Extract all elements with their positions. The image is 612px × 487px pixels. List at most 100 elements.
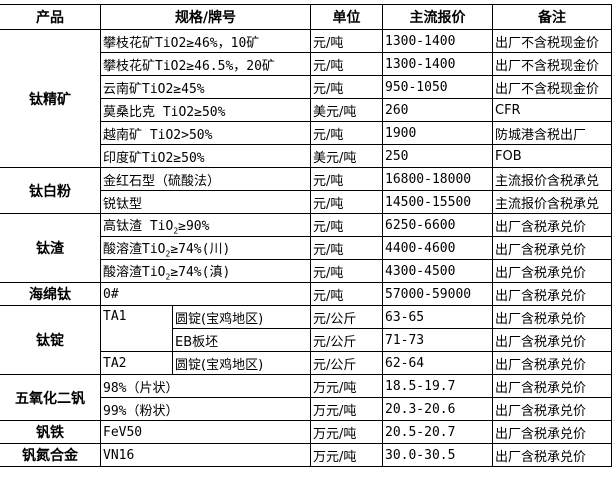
spec-text: ≥74%(滇) <box>170 264 231 280</box>
spec-cell: 锐钛型 <box>100 190 311 214</box>
form-cell: 圆锭(宝鸡地区) <box>172 305 311 329</box>
spec-cell: 云南矿TiO2≥45% <box>100 75 311 99</box>
table-row: 五氧化二钒 98%（片状） 万元/吨 18.5-19.7 出厂含税承兑价 <box>0 374 612 421</box>
note-cell: CFR <box>492 98 612 122</box>
note-cell: 出厂含税承兑价 <box>492 328 612 352</box>
product-cell: 钛精矿 <box>0 29 101 168</box>
unit-cell: 元/吨 <box>310 52 383 76</box>
table-row: 酸溶渣TiO2≥74%(滇) 元/吨 4300-4500 出厂含税承兑价 <box>0 259 612 283</box>
header-spec: 规格/牌号 <box>100 4 311 30</box>
unit-cell: 元/吨 <box>310 236 383 260</box>
note-cell: 主流报价含税承兑 <box>492 167 612 191</box>
note-cell: 出厂含税承兑价 <box>492 259 612 283</box>
table-row: 莫桑比克 TiO2≥50% 美元/吨 260 CFR <box>0 98 612 122</box>
unit-cell: 元/吨 <box>310 213 383 237</box>
spec-cell: FeV50 <box>100 420 311 444</box>
price-cell: 6250-6600 <box>382 213 493 237</box>
spec-cell: 0# <box>100 282 311 306</box>
note-cell: 出厂含税承兑价 <box>492 397 612 421</box>
price-cell: 4300-4500 <box>382 259 493 283</box>
table-row: 攀枝花矿TiO2≥46.5%，20矿 元/吨 1300-1400 出厂不含税现金价 <box>0 52 612 76</box>
note-cell: FOB <box>492 144 612 168</box>
spec-cell: 98%（片状） <box>100 374 311 398</box>
table-row: 锐钛型 元/吨 14500-15500 主流报价含税承兑 <box>0 190 612 214</box>
unit-cell: 元/吨 <box>310 167 383 191</box>
spec-text: 酸溶渣TiO <box>103 241 166 257</box>
product-cell: 海绵钛 <box>0 282 101 306</box>
price-cell: 20.5-20.7 <box>382 420 493 444</box>
form-cell: 圆锭(宝鸡地区) <box>172 351 311 375</box>
spec-text: ≥90% <box>178 218 210 234</box>
price-cell: 250 <box>382 144 493 168</box>
spec-text: ≥74%(川) <box>170 241 231 257</box>
note-cell: 出厂含税承兑价 <box>492 374 612 398</box>
unit-cell: 元/公斤 <box>310 351 383 375</box>
product-cell: 钛锭 <box>0 305 101 375</box>
table-row: 钛白粉 金红石型（硫酸法） 元/吨 16800-18000 主流报价含税承兑 <box>0 167 612 214</box>
unit-cell: 元/吨 <box>310 259 383 283</box>
price-cell: 63-65 <box>382 305 493 329</box>
header-unit: 单位 <box>310 4 383 30</box>
price-cell: 950-1050 <box>382 75 493 99</box>
spec-cell: 酸溶渣TiO2≥74%(滇) <box>100 259 311 283</box>
spec-cell: 高钛渣 TiO2≥90% <box>100 213 311 237</box>
unit-cell: 元/公斤 <box>310 305 383 329</box>
subscript: 2 <box>165 272 171 282</box>
price-cell: 1900 <box>382 121 493 145</box>
price-cell: 30.0-30.5 <box>382 443 493 467</box>
price-cell: 71-73 <box>382 328 493 352</box>
price-cell: 18.5-19.7 <box>382 374 493 398</box>
price-cell: 1300-1400 <box>382 29 493 53</box>
header-product: 产品 <box>0 4 101 30</box>
unit-cell: 元/吨 <box>310 29 383 53</box>
note-cell: 出厂含税承兑价 <box>492 282 612 306</box>
table-row: 印度矿TiO2≥50% 美元/吨 250 FOB <box>0 144 612 168</box>
note-cell: 出厂含税承兑价 <box>492 236 612 260</box>
product-cell: 钒氮合金 <box>0 443 101 467</box>
price-cell: 260 <box>382 98 493 122</box>
spec-cell: 攀枝花矿TiO2≥46%，10矿 <box>100 29 311 53</box>
note-cell: 出厂含税承兑价 <box>492 443 612 467</box>
table-row: 酸溶渣TiO2≥74%(川) 元/吨 4400-4600 出厂含税承兑价 <box>0 236 612 260</box>
grade-cell: TA1 <box>100 305 173 352</box>
price-cell: 57000-59000 <box>382 282 493 306</box>
table-row: 钒氮合金 VN16 万元/吨 30.0-30.5 出厂含税承兑价 <box>0 443 612 467</box>
header-note: 备注 <box>492 4 612 30</box>
spec-cell: 莫桑比克 TiO2≥50% <box>100 98 311 122</box>
unit-cell: 元/吨 <box>310 190 383 214</box>
spec-cell: 99%（粉状） <box>100 397 311 421</box>
note-cell: 出厂不含税现金价 <box>492 29 612 53</box>
price-cell: 20.3-20.6 <box>382 397 493 421</box>
price-cell: 62-64 <box>382 351 493 375</box>
product-cell: 五氧化二钒 <box>0 374 101 421</box>
note-cell: 出厂含税承兑价 <box>492 213 612 237</box>
product-cell: 钛渣 <box>0 213 101 283</box>
unit-cell: 万元/吨 <box>310 420 383 444</box>
spec-text: 高钛渣 TiO <box>103 218 174 234</box>
unit-cell: 万元/吨 <box>310 443 383 467</box>
unit-cell: 元/吨 <box>310 121 383 145</box>
spec-cell: 越南矿 TiO2>50% <box>100 121 311 145</box>
note-cell: 出厂含税承兑价 <box>492 351 612 375</box>
header-price: 主流报价 <box>382 4 493 30</box>
product-cell: 钒铁 <box>0 420 101 444</box>
table-row: TA2 圆锭(宝鸡地区) 元/公斤 62-64 出厂含税承兑价 <box>0 351 612 375</box>
form-cell: EB板坯 <box>172 328 311 352</box>
grade-cell: TA2 <box>100 351 173 375</box>
table-row: 钛锭 TA1 圆锭(宝鸡地区) 元/公斤 63-65 出厂含税承兑价 <box>0 305 612 375</box>
unit-cell: 元/吨 <box>310 75 383 99</box>
header-row: 产品 规格/牌号 单位 主流报价 备注 <box>0 4 612 30</box>
product-cell: 钛白粉 <box>0 167 101 214</box>
unit-cell: 万元/吨 <box>310 397 383 421</box>
subscript: 2 <box>165 249 171 259</box>
table-row: 海绵钛 0# 元/吨 57000-59000 出厂含税承兑价 <box>0 282 612 306</box>
unit-cell: 万元/吨 <box>310 374 383 398</box>
note-cell: 出厂含税承兑价 <box>492 305 612 329</box>
unit-cell: 美元/吨 <box>310 98 383 122</box>
note-cell: 出厂不含税现金价 <box>492 52 612 76</box>
note-cell: 主流报价含税承兑 <box>492 190 612 214</box>
spec-cell: 金红石型（硫酸法） <box>100 167 311 191</box>
table-row: 钒铁 FeV50 万元/吨 20.5-20.7 出厂含税承兑价 <box>0 420 612 444</box>
spec-cell: 印度矿TiO2≥50% <box>100 144 311 168</box>
unit-cell: 元/吨 <box>310 282 383 306</box>
